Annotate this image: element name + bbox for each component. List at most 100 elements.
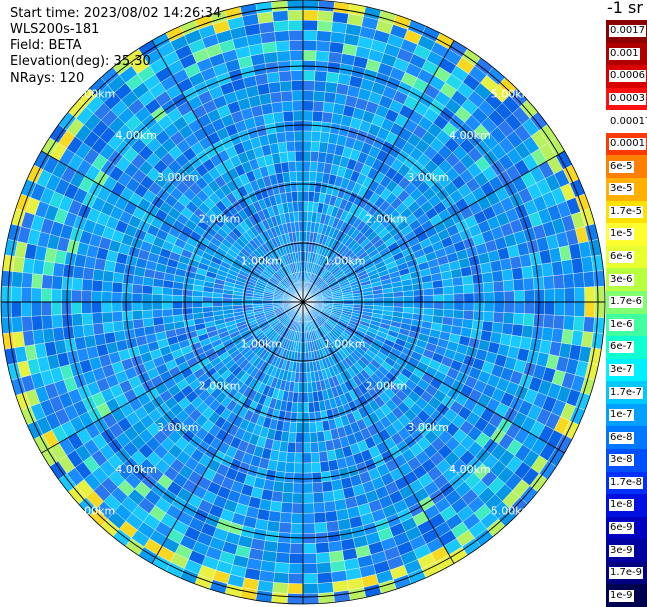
ppi-cell <box>541 327 554 342</box>
ppi-cell <box>287 441 296 453</box>
ppi-cell <box>292 100 304 112</box>
colorbar-tick-label: 0.001 <box>609 47 640 60</box>
ppi-cell <box>182 295 193 303</box>
ppi-cell <box>278 70 292 82</box>
ppi-cell <box>325 71 340 84</box>
ppi-cell <box>393 301 404 308</box>
ppi-cell <box>288 431 297 443</box>
ppi-cell <box>319 460 330 473</box>
ppi-cell <box>91 312 103 325</box>
ppi-cell <box>462 310 475 321</box>
ppi-cell <box>152 286 164 295</box>
colorbar-tick-label: 1e-7 <box>609 409 634 422</box>
ppi-cell <box>111 301 123 313</box>
ppi-cell <box>302 492 314 504</box>
ppi-cell <box>310 151 319 163</box>
ppi-cell <box>302 50 317 61</box>
ppi-cell <box>311 461 322 474</box>
ppi-cell <box>573 272 585 288</box>
ppi-cell <box>453 293 465 303</box>
ppi-cell <box>302 130 313 142</box>
ppi-cell <box>523 301 535 315</box>
ppi-cell <box>280 161 290 173</box>
ppi-cell <box>32 329 45 345</box>
ppi-cell <box>277 141 288 154</box>
ppi-cell <box>284 461 295 474</box>
ppi-cell <box>383 297 394 303</box>
ppi-cell <box>283 472 295 484</box>
ppi-cell <box>1 317 13 334</box>
ppi-cell <box>513 312 525 326</box>
ppi-cell <box>11 316 23 333</box>
ppi-cell <box>291 502 304 514</box>
device-label: WLS200s-181 <box>10 22 100 37</box>
ppi-cell <box>324 510 338 523</box>
ppi-cell <box>382 292 394 298</box>
ppi-cell <box>91 279 103 292</box>
ppi-cell <box>102 321 115 334</box>
ppi-cell <box>141 301 153 311</box>
ppi-cell <box>503 279 515 292</box>
ppi-cell <box>272 480 285 493</box>
colorbar-tick-label: 1.7e-6 <box>609 296 644 309</box>
ppi-cell <box>288 573 304 585</box>
ring-label: 5.00km <box>74 505 116 518</box>
ppi-cell <box>51 288 62 303</box>
ppi-cell <box>298 382 304 393</box>
ppi-cell <box>413 301 424 309</box>
ppi-cell <box>302 372 308 383</box>
ppi-cell <box>298 221 304 232</box>
ppi-cell <box>161 294 173 303</box>
ppi-cell <box>276 50 291 62</box>
ppi-cell <box>171 294 183 303</box>
colorbar-tick-label: 6e-6 <box>609 251 634 264</box>
ppi-cell <box>432 279 444 289</box>
ppi-cell <box>583 271 595 288</box>
ppi-cell <box>0 301 12 318</box>
ppi-cell <box>292 492 304 504</box>
ppi-cell <box>316 562 332 574</box>
ppi-cell <box>331 479 343 492</box>
ppi-cell <box>323 500 337 513</box>
ppi-cell <box>162 315 174 325</box>
ppi-cell <box>271 490 284 503</box>
ppi-cell <box>563 273 575 289</box>
ppi-cell <box>573 316 585 332</box>
ppi-cell <box>383 301 394 307</box>
ppi-cell <box>280 90 293 102</box>
ppi-cell <box>314 522 328 534</box>
ppi-cell <box>513 278 525 292</box>
ppi-cell <box>402 290 414 297</box>
ppi-cell <box>81 290 93 303</box>
ring-label: 3.00km <box>407 171 449 184</box>
ppi-cell <box>302 90 315 102</box>
ppi-cell <box>81 301 93 314</box>
ppi-cell <box>292 201 299 213</box>
ppi-cell <box>480 262 493 274</box>
ppi-cell <box>283 120 295 132</box>
ppi-cell <box>42 328 55 344</box>
ppi-cell <box>287 151 296 163</box>
ppi-cell <box>553 314 565 330</box>
ppi-cell <box>302 19 318 31</box>
ppi-cell <box>302 191 309 202</box>
ppi-cell <box>483 311 495 323</box>
ppi-cell <box>280 502 293 514</box>
ppi-cell <box>329 550 345 563</box>
ppi-cell <box>279 512 293 524</box>
ppi-cell <box>111 291 123 303</box>
ppi-cell <box>302 472 313 484</box>
ppi-cell <box>131 283 144 294</box>
colorbar-tick-label: 3e-9 <box>609 544 634 557</box>
ppi-cell <box>302 80 315 92</box>
ppi-cell <box>279 80 293 92</box>
ppi-cell <box>287 0 304 11</box>
colorbar-tick-label: 6e-5 <box>609 160 634 173</box>
ppi-cell <box>461 275 474 286</box>
ppi-cell <box>325 520 340 533</box>
ppi-cell <box>11 271 23 288</box>
ppi-cell <box>513 290 525 303</box>
ppi-cell <box>302 512 315 524</box>
ppi-cell <box>172 314 184 323</box>
ppi-cell <box>51 301 62 316</box>
